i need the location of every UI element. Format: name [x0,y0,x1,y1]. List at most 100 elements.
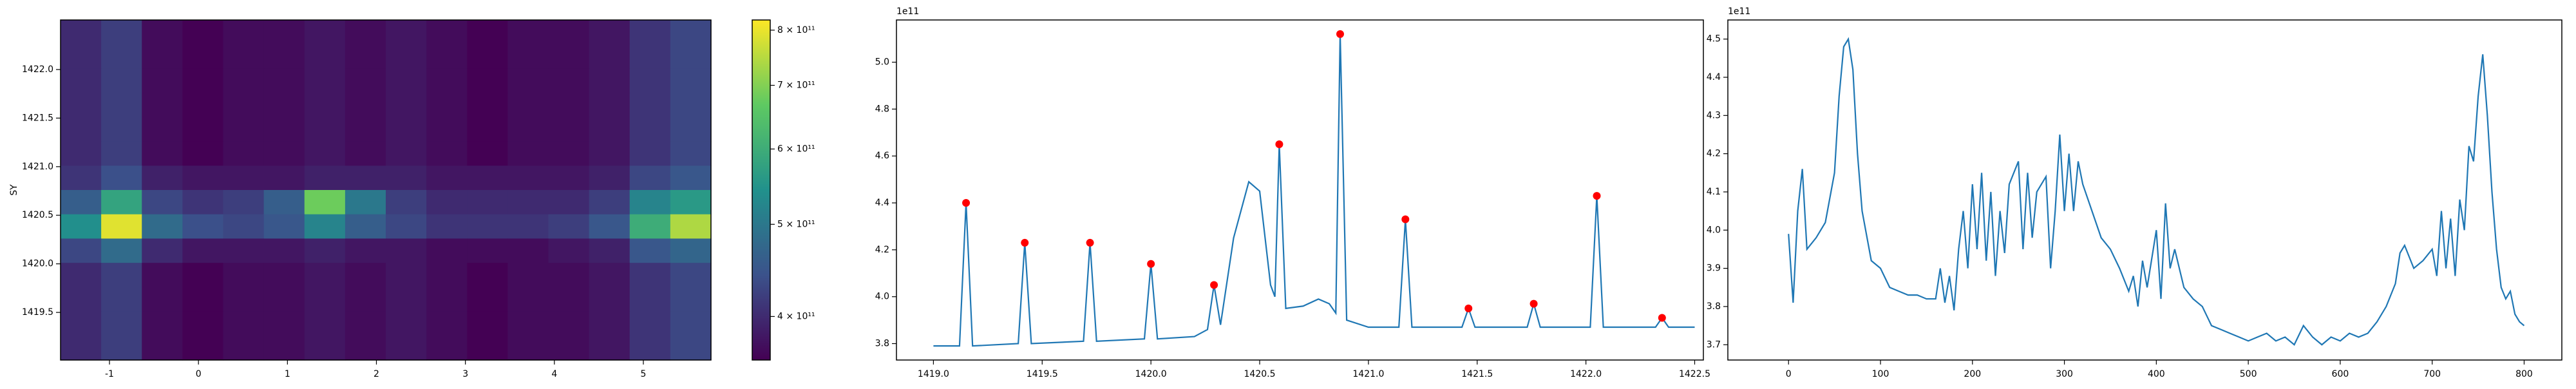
heatmap-cell [426,141,468,166]
peak-marker [1401,215,1410,223]
y-axis-label: SY [9,184,19,196]
heatmap-cell [670,214,712,240]
y-tick-label: 4.2 [875,245,889,255]
heatmap-cell [345,263,386,288]
heatmap-cell [629,238,671,263]
heatmap-cell [61,20,102,45]
heatmap-cell [386,336,427,361]
heatmap-cell [467,190,508,215]
heatmap-cell [467,166,508,191]
x-tick-label: 300 [2056,369,2073,379]
heatmap-cell [345,166,386,191]
heatmap-cell [142,141,183,166]
x-tick-label: 500 [2240,369,2257,379]
heatmap-cell [670,141,712,166]
heatmap-cell [670,190,712,215]
heatmap-cell [263,166,305,191]
heatmap-cell [223,190,265,215]
peak-marker [1021,238,1029,247]
y-tick-label: 1419.5 [22,307,53,318]
heatmap-cell [61,336,102,361]
y-tick-label: 3.7 [1707,339,1721,350]
heatmap-cell [101,93,142,118]
y-tick-label: 4.3 [1707,110,1721,120]
heatmap-cell [61,68,102,93]
heatmap-cell [101,141,142,166]
heatmap-cell [263,311,305,336]
heatmap-cell [304,141,346,166]
heatmap-cell [426,214,468,240]
heatmap-cell [467,238,508,263]
heatmap-cell [670,311,712,336]
heatmap-cell [467,214,508,240]
heatmap-cell [223,287,265,312]
heatmap-cell [61,263,102,288]
x-tick-label: 1420.5 [1244,369,1276,379]
heatmap-cell [101,214,142,240]
heatmap-cell [507,311,549,336]
heatmap-cell [101,117,142,142]
heatmap-cell [548,117,590,142]
heatmap-cell [629,20,671,45]
axes-frame [896,19,1704,361]
heatmap-cell [182,44,224,70]
heatmap-cell [304,20,346,45]
x-tick-label: 1422.0 [1570,369,1602,379]
line-series [933,33,1695,347]
y-tick-label: 1420.5 [22,210,53,220]
heatmap-cell [142,311,183,336]
x-tick-label: 1419.0 [918,369,949,379]
heatmap-cell [507,141,549,166]
heatmap-cell [223,117,265,142]
heatmap-cell [61,141,102,166]
heatmap-cell [507,263,549,288]
heatmap-cell [507,93,549,118]
heatmap-cell [223,68,265,93]
heatmap-cell [386,190,427,215]
heatmap-cell [304,238,346,263]
x-tick-label: 1421.0 [1352,369,1384,379]
heatmap-cell [142,68,183,93]
heatmap-cell [386,68,427,93]
peak-marker [1464,304,1473,312]
peak-marker [1275,140,1283,148]
heatmap-cell [304,263,346,288]
heatmap-cell [548,311,590,336]
heatmap-cell [548,238,590,263]
heatmap-cell [304,44,346,70]
heatmap-cell [467,263,508,288]
x-tick-label: 3 [462,369,468,379]
heatmap-cell [101,287,142,312]
heatmap-cell [182,336,224,361]
heatmap-cell [182,238,224,263]
heatmap-cell [182,20,224,45]
heatmap-cell [507,20,549,45]
heatmap-cell [507,117,549,142]
heatmap-cell [426,190,468,215]
heatmap-cell [182,287,224,312]
heatmap-cell [467,93,508,118]
heatmap-cell [670,93,712,118]
heatmap-cell [629,263,671,288]
heatmap-cell [182,68,224,93]
heatmap-cell [589,311,630,336]
y-tick-label: 4.0 [1707,225,1721,235]
heatmap-cell [345,214,386,240]
line-series [1788,37,2525,346]
heatmap-cell [548,68,590,93]
heatmap-cell [142,214,183,240]
x-tick-label: 600 [2332,369,2349,379]
heatmap-cell [182,263,224,288]
heatmap-cell [345,190,386,215]
heatmap-cell [101,190,142,215]
heatmap-cell [548,166,590,191]
heatmap-cell [263,93,305,118]
heatmap-cell [507,68,549,93]
heatmap-cell [589,336,630,361]
x-tick-label: 1419.5 [1027,369,1058,379]
heatmap-cell [426,336,468,361]
y-tick-label: 4.1 [1707,187,1721,197]
heatmap-cell [182,141,224,166]
heatmap-cell [61,190,102,215]
